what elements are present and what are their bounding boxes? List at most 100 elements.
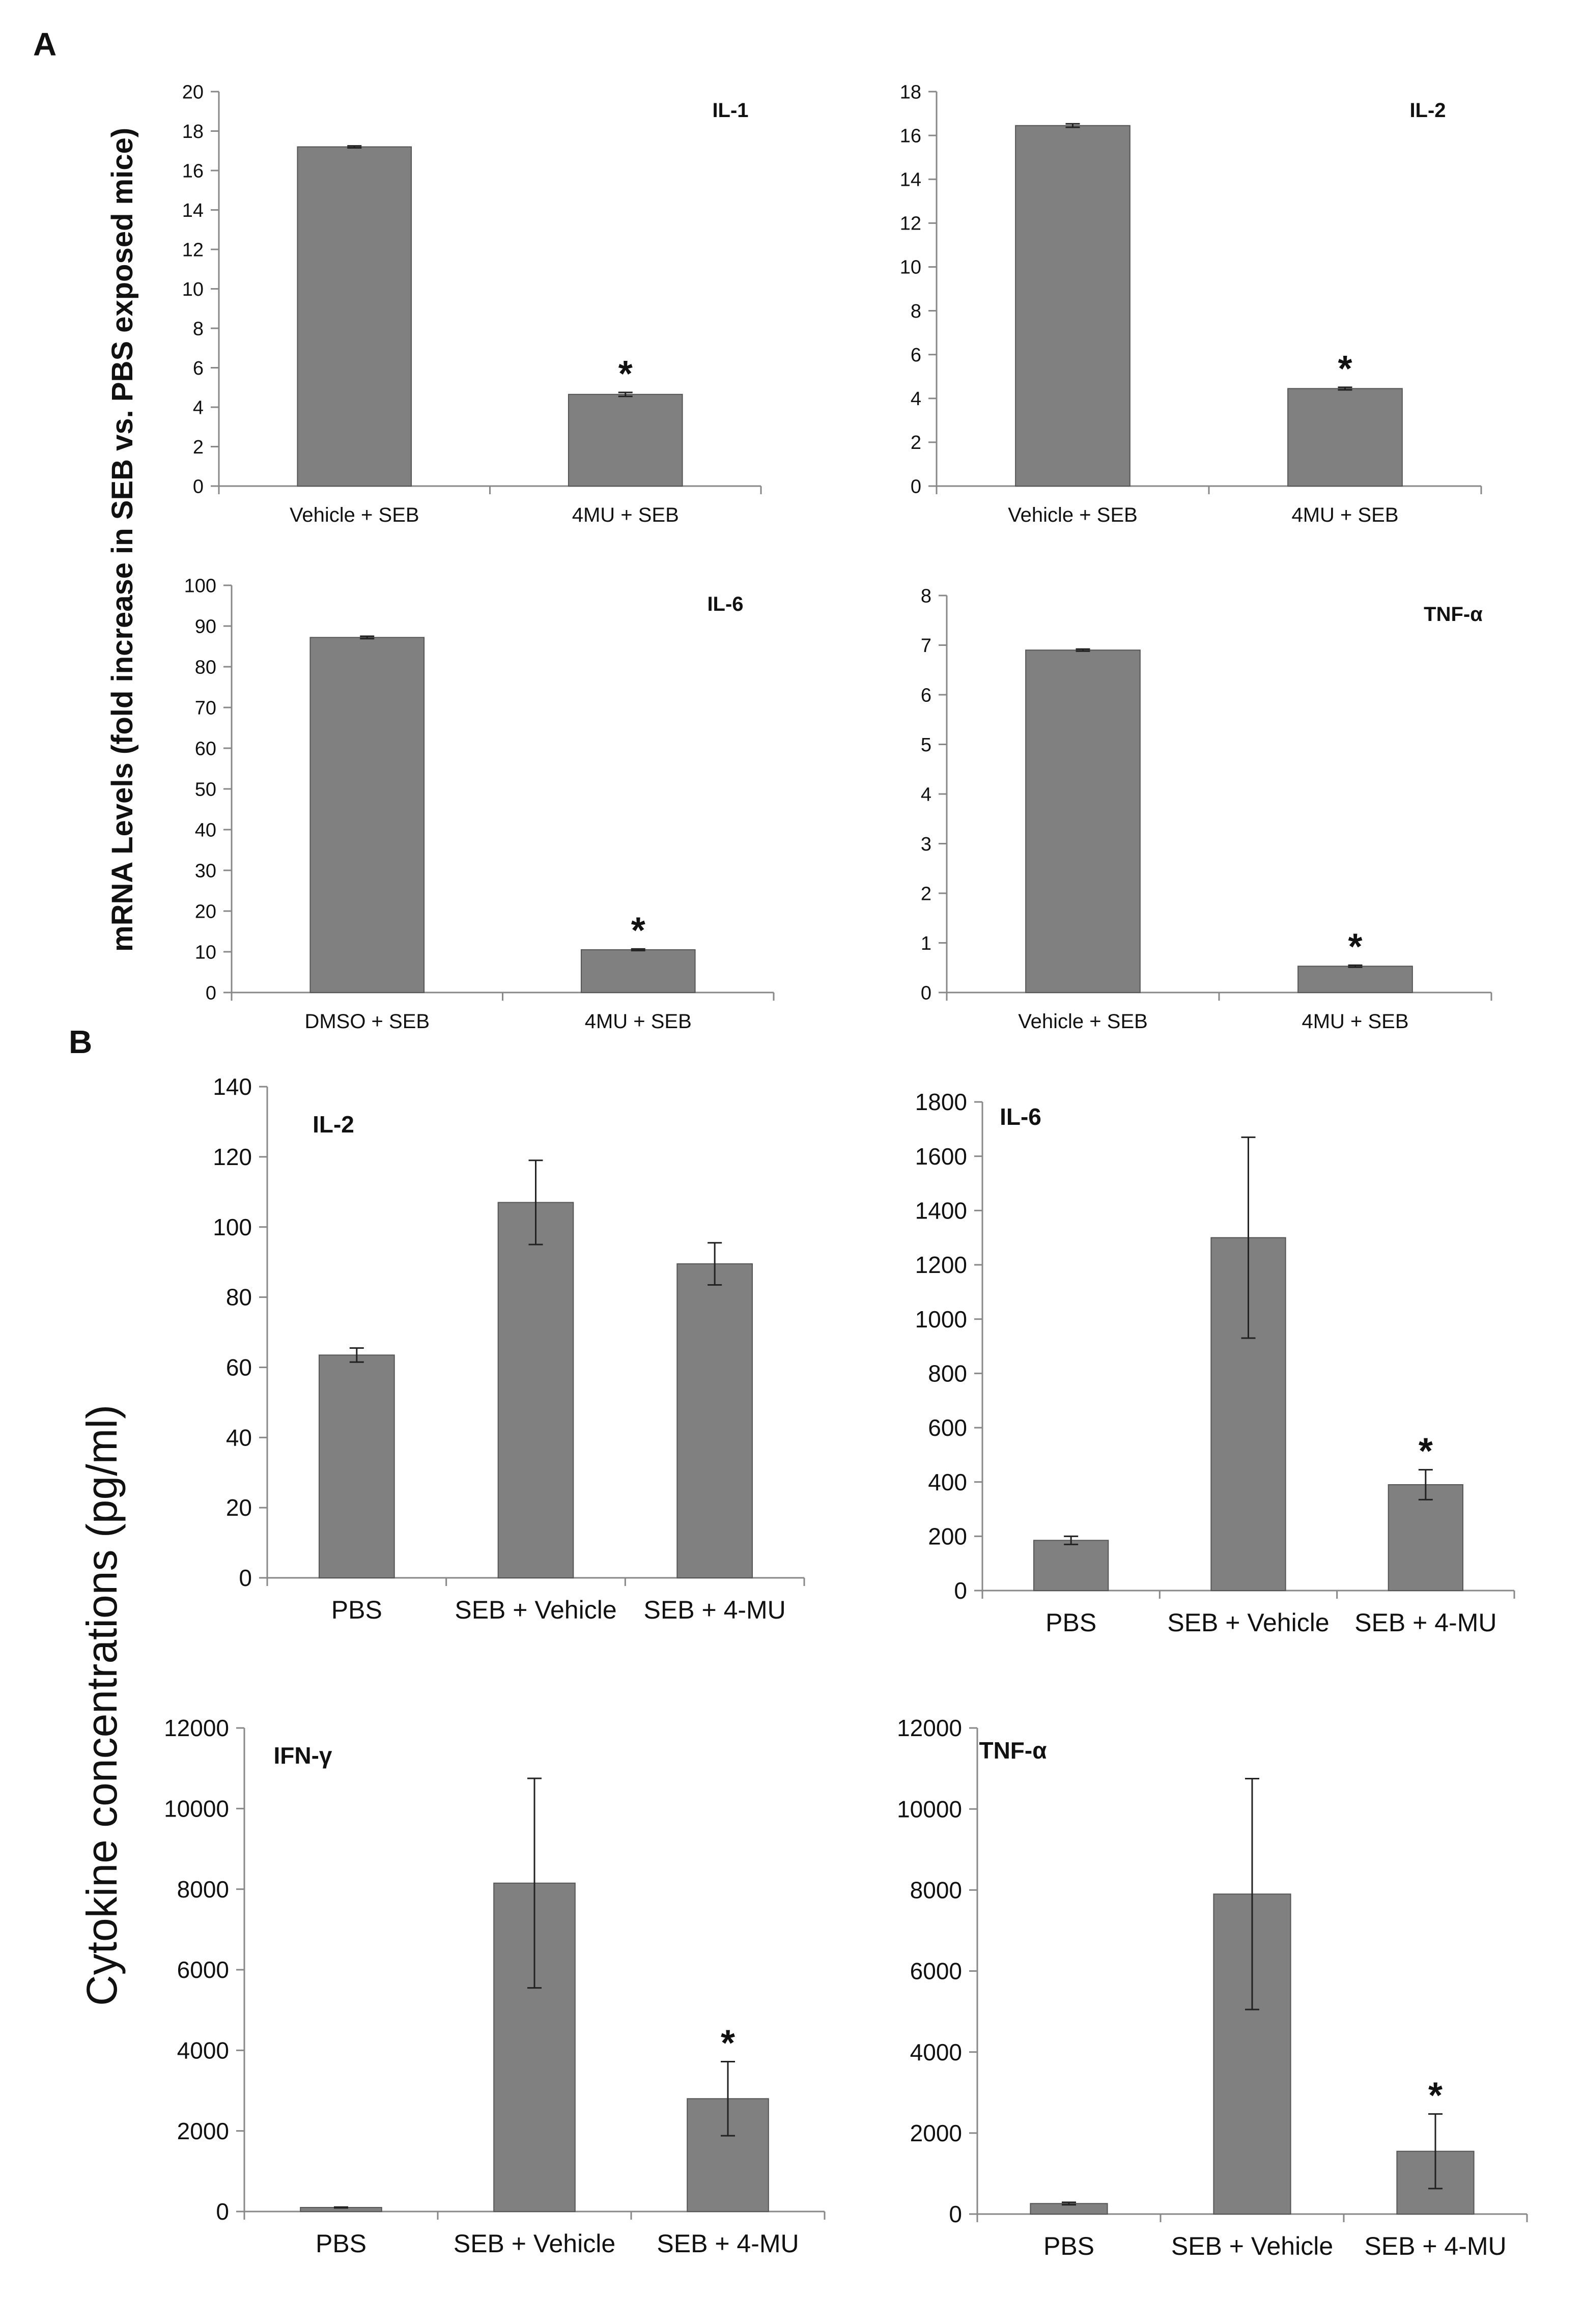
y-tick-label: 1600 xyxy=(915,1143,967,1170)
y-tick-label: 100 xyxy=(213,1214,252,1240)
y-tick-label: 0 xyxy=(954,1577,967,1604)
y-tick-label: 0 xyxy=(911,476,921,497)
y-tick-label: 8 xyxy=(921,585,931,607)
y-tick-label: 12 xyxy=(900,213,921,235)
y-tick-label: 0 xyxy=(193,476,204,497)
y-tick-label: 40 xyxy=(195,819,216,841)
y-tick-label: 80 xyxy=(226,1284,252,1311)
y-tick-label: 2 xyxy=(911,432,921,454)
chart-b-il6: 0 200 400 600 800 1000 1200 1400 1600 1800 PBS SEB … xyxy=(915,1089,1515,1637)
y-tick-label: 8000 xyxy=(177,1876,229,1903)
x-category-label: 4MU + SEB xyxy=(1302,1010,1408,1033)
y-tick-label: 6 xyxy=(921,685,931,706)
y-tick-label: 600 xyxy=(928,1414,967,1441)
y-tick-label: 60 xyxy=(226,1354,252,1381)
chart-b-tnfa: 0 2000 4000 6000 8000 10000 12000 PBS SEB + Vehi… xyxy=(897,1715,1528,2260)
x-category-label: PBS xyxy=(316,2229,366,2258)
y-tick-label: 12000 xyxy=(897,1715,962,1741)
x-category-label: SEB + 4-MU xyxy=(1364,2232,1506,2260)
significance-star: * xyxy=(631,910,645,951)
significance-star: * xyxy=(1338,349,1352,389)
bar xyxy=(318,1354,395,1578)
y-tick-label: 4 xyxy=(193,397,204,418)
x-category-label: PBS xyxy=(1043,2232,1094,2260)
y-tick-label: 0 xyxy=(239,1565,252,1591)
y-tick-label: 0 xyxy=(949,2201,962,2227)
y-tick-label: 14 xyxy=(900,169,921,191)
x-category-label: SEB + 4-MU xyxy=(644,1596,786,1624)
y-tick-label: 1 xyxy=(921,933,931,954)
y-tick-label: 2000 xyxy=(910,2120,962,2146)
chart-title: TNF-α xyxy=(979,1737,1047,1764)
y-tick-label: 120 xyxy=(213,1144,252,1170)
y-tick-label: 6 xyxy=(911,345,921,366)
y-tick-label: 50 xyxy=(195,779,216,800)
y-tick-label: 1000 xyxy=(915,1306,967,1333)
y-tick-label: 8 xyxy=(911,301,921,322)
bar xyxy=(297,146,412,487)
y-tick-label: 30 xyxy=(195,860,216,882)
chart-a-il2: 0 2 4 6 8 10 12 14 16 18 Vehicle + SEB * 4MU + SEB IL… xyxy=(900,81,1482,526)
bar xyxy=(497,1202,574,1579)
significance-star: * xyxy=(1419,1431,1433,1472)
y-tick-label: 10 xyxy=(182,279,204,300)
y-tick-label: 1400 xyxy=(915,1197,967,1224)
bar xyxy=(1388,1484,1463,1591)
chart-title: TNF-α xyxy=(1424,603,1483,626)
chart-b-il2: 0 20 40 60 80 100 120 140 PBS SEB + Vehicle SEB + … xyxy=(213,1073,805,1624)
x-category-label: 4MU + SEB xyxy=(1291,504,1398,526)
y-tick-label: 200 xyxy=(928,1523,967,1549)
bar xyxy=(1025,649,1141,993)
panel-b-letter: B xyxy=(69,1024,93,1060)
x-category-label: Vehicle + SEB xyxy=(1018,1010,1148,1033)
y-tick-label: 10 xyxy=(900,257,921,278)
panel-a-letter: A xyxy=(33,26,57,63)
y-tick-label: 18 xyxy=(182,121,204,143)
x-category-label: PBS xyxy=(331,1596,382,1624)
y-tick-label: 140 xyxy=(213,1073,252,1100)
y-tick-label: 4 xyxy=(921,784,931,805)
y-tick-label: 10 xyxy=(195,942,216,963)
x-category-label: SEB + Vehicle xyxy=(455,1596,616,1624)
chart-a-il1: 0 2 4 6 8 10 12 14 16 18 20 Vehicle + SEB * 4MU + SEB… xyxy=(182,81,762,526)
bar xyxy=(1297,966,1413,993)
y-tick-label: 8 xyxy=(193,318,204,339)
y-tick-label: 10000 xyxy=(164,1795,229,1822)
chart-b-ifng: 0 2000 4000 6000 8000 10000 12000 PBS SEB + Vehi… xyxy=(164,1715,826,2258)
x-category-label: PBS xyxy=(1045,1608,1096,1637)
bar xyxy=(1287,388,1403,487)
chart-a-tnfa: 0 1 2 3 4 5 6 7 8 Vehicle + SEB * 4MU + SEB TNF-α xyxy=(921,585,1492,1033)
significance-star: * xyxy=(1428,2075,1443,2116)
chart-title: IL-6 xyxy=(707,593,743,615)
chart-title: IL-2 xyxy=(313,1111,354,1138)
y-tick-label: 400 xyxy=(928,1469,967,1495)
y-tick-label: 100 xyxy=(184,575,216,597)
y-tick-label: 18 xyxy=(900,81,921,103)
y-tick-label: 16 xyxy=(900,125,921,147)
y-tick-label: 6000 xyxy=(910,1958,962,1985)
bar xyxy=(1015,125,1130,487)
chart-title: IL-6 xyxy=(1000,1103,1041,1130)
y-tick-label: 12000 xyxy=(164,1715,229,1741)
y-tick-label: 60 xyxy=(195,738,216,759)
significance-star: * xyxy=(1348,926,1362,967)
y-tick-label: 1200 xyxy=(915,1252,967,1278)
y-tick-label: 20 xyxy=(195,901,216,922)
y-tick-label: 7 xyxy=(921,635,931,657)
y-tick-label: 20 xyxy=(182,81,204,103)
y-tick-label: 6000 xyxy=(177,1957,229,1983)
chart-a-il6: 0 10 20 30 40 50 60 70 80 90 100 DMSO + SEB * 4MU + S… xyxy=(184,575,775,1033)
significance-star: * xyxy=(618,354,633,394)
y-tick-label: 800 xyxy=(928,1360,967,1386)
x-category-label: Vehicle + SEB xyxy=(1008,504,1138,526)
x-category-label: 4MU + SEB xyxy=(572,504,679,526)
y-tick-label: 2 xyxy=(921,883,931,904)
y-tick-label: 40 xyxy=(226,1424,252,1451)
x-category-label: SEB + 4-MU xyxy=(657,2229,799,2258)
bar xyxy=(676,1263,753,1579)
y-tick-label: 2000 xyxy=(177,2118,229,2144)
x-category-label: Vehicle + SEB xyxy=(290,504,419,526)
chart-title: IFN-γ xyxy=(274,1742,332,1769)
